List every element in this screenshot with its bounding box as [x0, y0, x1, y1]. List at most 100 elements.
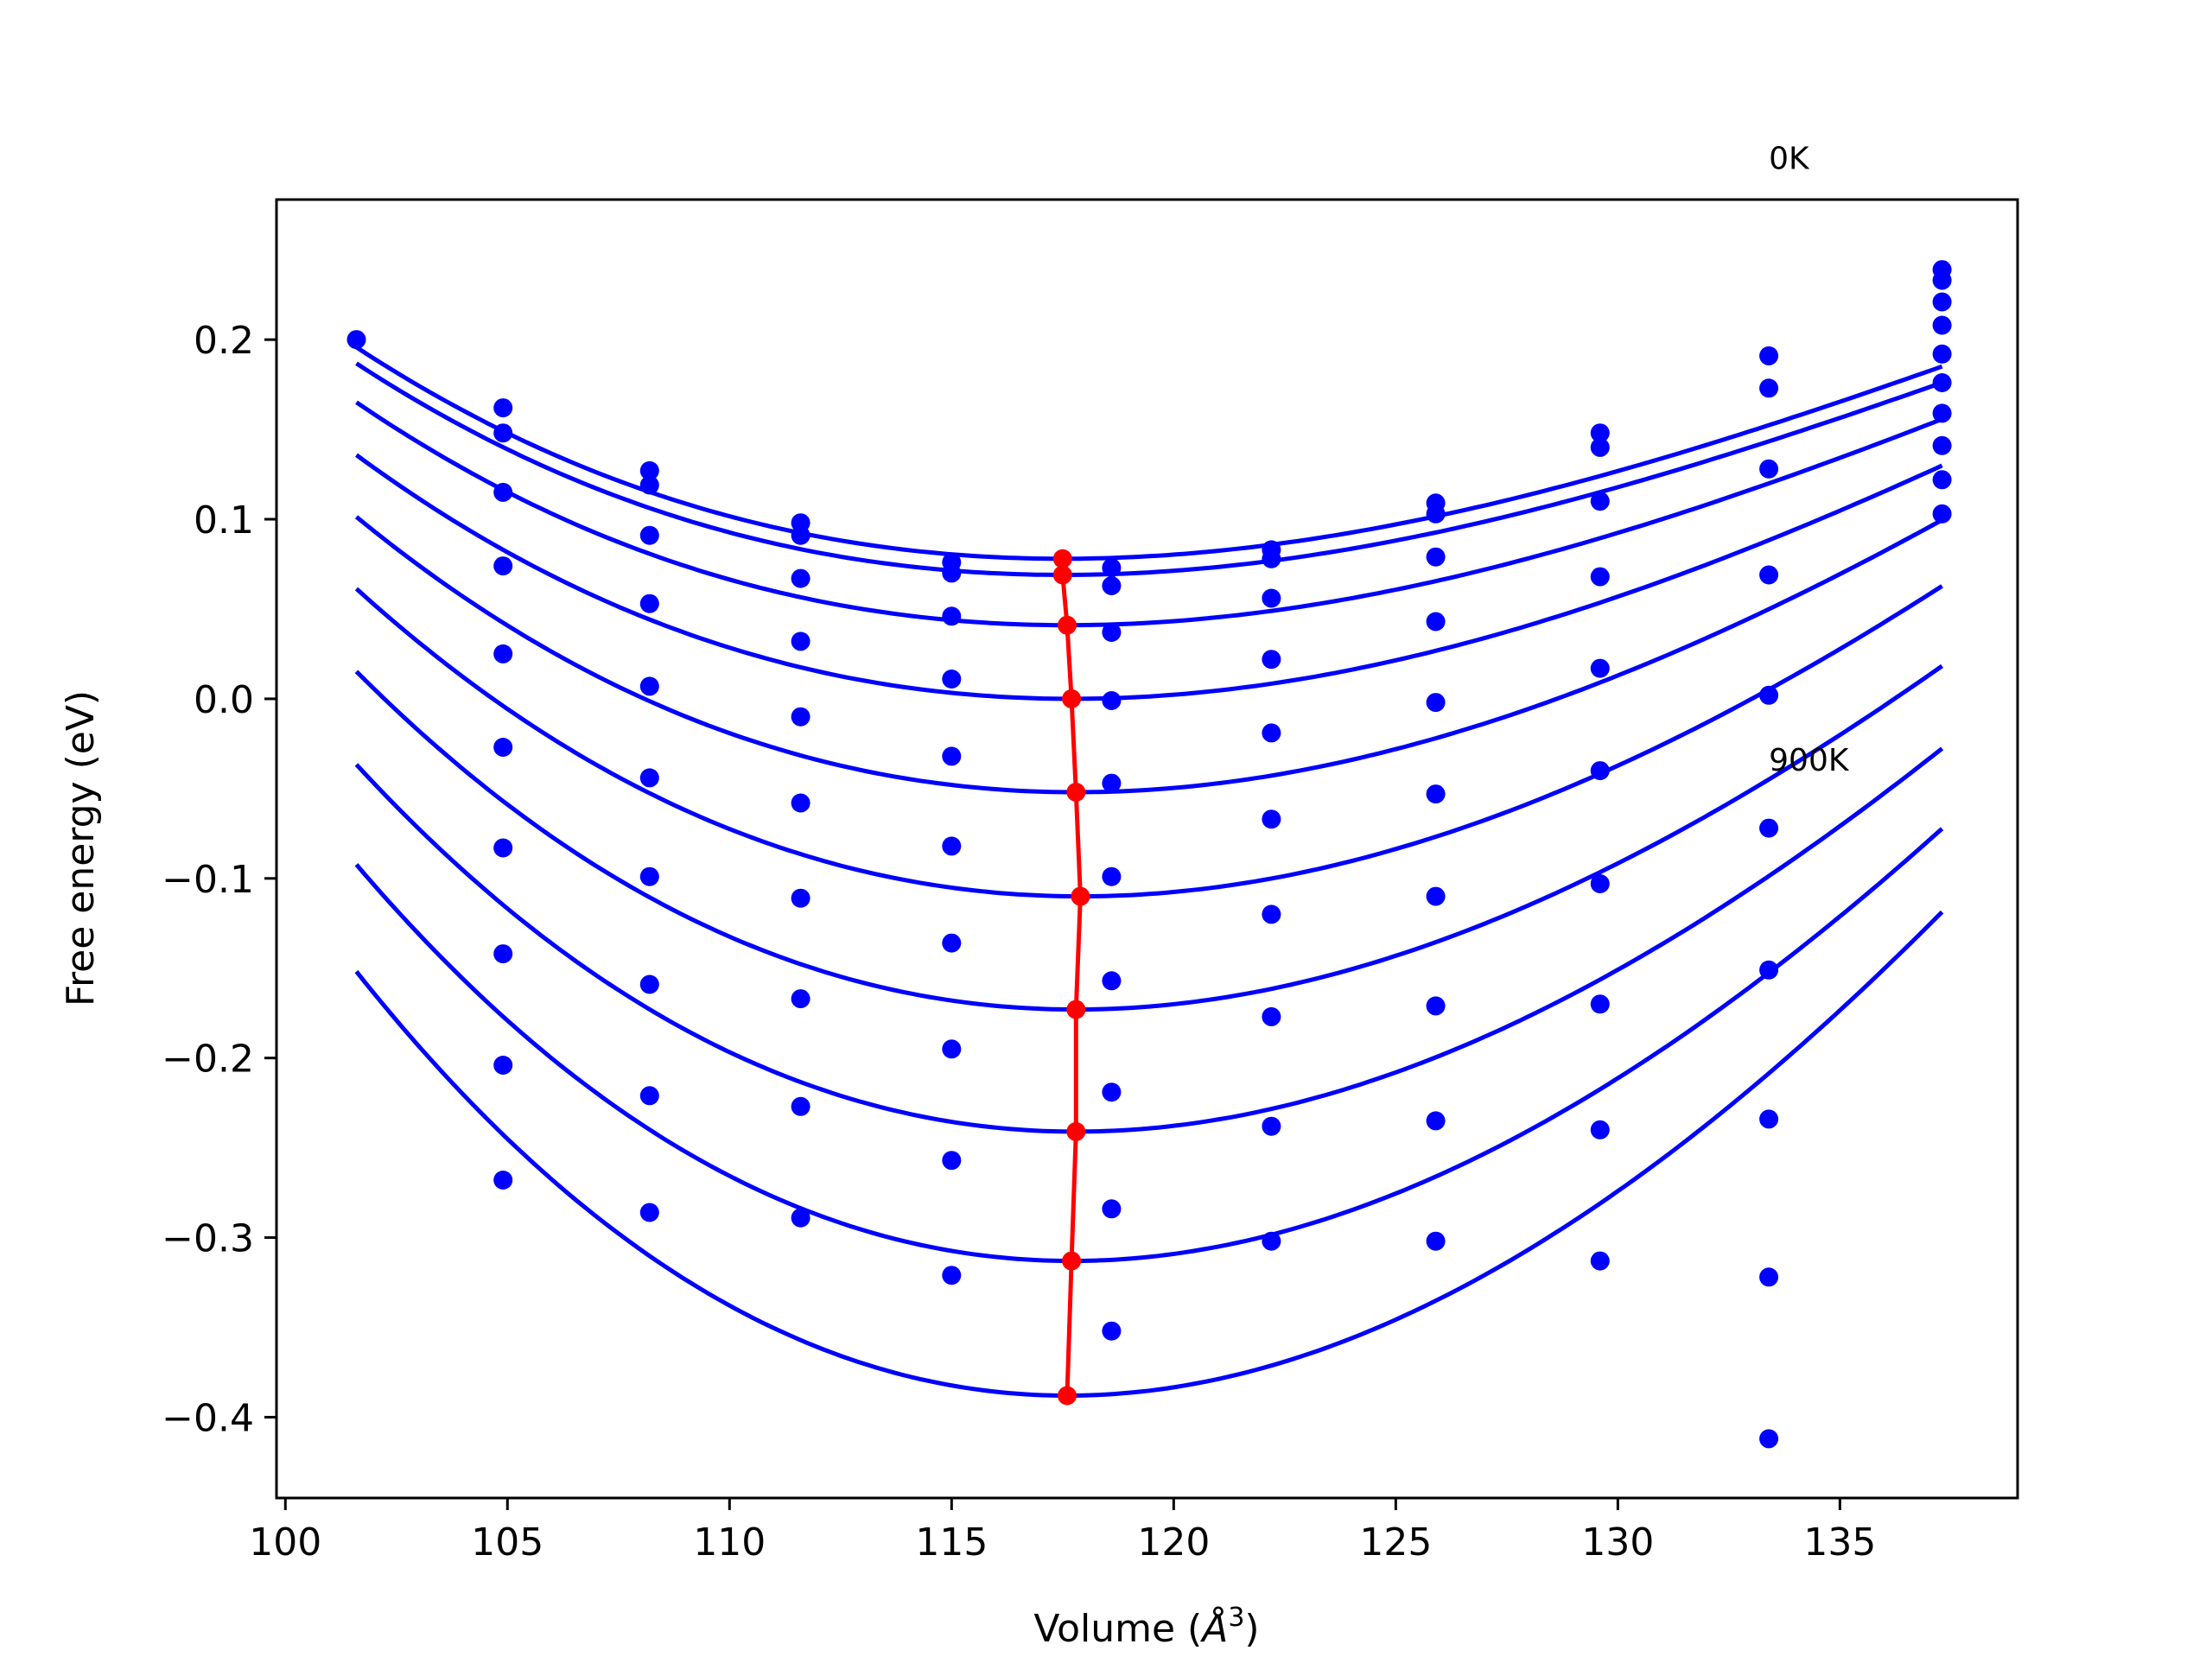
data-point-46: [1102, 773, 1122, 793]
data-point-24: [791, 568, 810, 588]
data-point-19: [639, 974, 659, 994]
data-point-60: [1262, 1116, 1281, 1136]
minimum-path: [1052, 549, 1090, 1406]
fit-curve-7: [354, 663, 1944, 1012]
data-point-84: [1759, 459, 1779, 479]
x-tick-label: 130: [1581, 1520, 1654, 1565]
minimum-point-4: [1062, 689, 1082, 708]
annotation-0k: 0K: [1769, 142, 1810, 177]
data-point-54: [1262, 588, 1281, 608]
fit-curve-10: [354, 910, 1944, 1398]
data-point-15: [639, 593, 659, 613]
data-point-58: [1262, 904, 1281, 924]
annotation-900k: 900K: [1769, 743, 1850, 778]
x-tick-label: 120: [1137, 1520, 1210, 1565]
data-point-1: [346, 330, 366, 350]
data-point-31: [791, 1208, 810, 1228]
minimum-point-9: [1062, 1251, 1082, 1271]
data-point-91: [1759, 1429, 1779, 1449]
y-tick-label: 0.2: [194, 319, 254, 363]
data-point-25: [791, 632, 810, 651]
data-point-29: [791, 989, 810, 1009]
x-tick-label: 125: [1359, 1520, 1432, 1565]
data-point-90: [1759, 1267, 1779, 1287]
fit-curve-1: [355, 345, 1943, 562]
data-point-71: [1426, 1231, 1446, 1251]
data-point-37: [942, 836, 962, 856]
data-point-88: [1759, 960, 1779, 980]
data-point-97: [1932, 373, 1952, 392]
data-point-9: [493, 944, 513, 964]
data-point-78: [1590, 874, 1610, 893]
data-point-44: [1102, 623, 1122, 642]
x-tick-label: 100: [249, 1520, 321, 1565]
data-point-79: [1590, 994, 1610, 1014]
data-point-17: [639, 768, 659, 788]
data-point-64: [1426, 547, 1446, 567]
data-point-66: [1426, 693, 1446, 713]
data-point-73: [1590, 437, 1610, 457]
y-tick-label: 0.1: [194, 498, 254, 543]
data-point-98: [1932, 403, 1952, 423]
fit-curve-3: [355, 400, 1943, 628]
data-point-8: [493, 838, 513, 858]
data-point-6: [493, 644, 513, 663]
data-point-72: [1590, 423, 1610, 443]
data-point-7: [493, 738, 513, 757]
data-point-45: [1102, 691, 1122, 710]
data-point-93: [1932, 270, 1952, 290]
data-point-56: [1262, 723, 1281, 743]
data-point-83: [1759, 378, 1779, 398]
data-point-3: [493, 423, 513, 443]
x-axis-label-close: ): [1244, 1607, 1259, 1651]
minimum-point-3: [1058, 615, 1077, 635]
data-point-35: [942, 670, 962, 689]
minimum-point-5: [1066, 783, 1086, 802]
minimum-point-2: [1052, 565, 1072, 585]
fit-curve-5: [354, 515, 1943, 795]
data-point-80: [1590, 1120, 1610, 1139]
data-point-95: [1932, 315, 1952, 335]
minimum-point-1: [1052, 549, 1072, 568]
data-point-65: [1426, 612, 1446, 632]
fit-curve-2: [355, 361, 1943, 577]
data-point-77: [1590, 761, 1610, 781]
fit-curve-6: [354, 584, 1943, 899]
x-axis-label: Volume (Å3): [1033, 1603, 1259, 1651]
data-point-68: [1426, 886, 1446, 906]
data-point-38: [942, 933, 962, 953]
plot-area-frame: [275, 198, 2019, 1500]
data-point-26: [791, 707, 810, 727]
data-point-70: [1426, 1111, 1446, 1131]
data-point-20: [639, 1086, 659, 1106]
fit-curves: [354, 345, 1944, 1398]
minimum-point-6: [1071, 886, 1090, 906]
data-point-23: [791, 525, 810, 545]
data-point-75: [1590, 567, 1610, 587]
data-point-94: [1932, 292, 1952, 312]
data-point-69: [1426, 996, 1446, 1016]
data-point-57: [1262, 809, 1281, 829]
y-tick-label: −0.1: [162, 858, 254, 902]
x-tick-label: 135: [1803, 1520, 1876, 1565]
data-point-11: [493, 1171, 513, 1190]
data-points: [346, 260, 1952, 1449]
data-point-16: [639, 676, 659, 696]
data-point-51: [1102, 1321, 1122, 1341]
x-tick-label: 115: [915, 1520, 988, 1565]
data-point-30: [791, 1096, 810, 1116]
data-point-55: [1262, 650, 1281, 670]
data-point-76: [1590, 658, 1610, 678]
y-axis-label: Free energy (eV): [59, 690, 103, 1006]
data-point-33: [942, 563, 962, 583]
data-point-42: [1102, 558, 1122, 578]
minimum-path-line: [1060, 558, 1083, 1396]
data-point-14: [639, 525, 659, 545]
data-point-13: [639, 475, 659, 495]
y-tick-label: −0.3: [162, 1217, 254, 1261]
data-point-28: [791, 888, 810, 908]
annotations: 0K 900K: [1769, 142, 1850, 778]
